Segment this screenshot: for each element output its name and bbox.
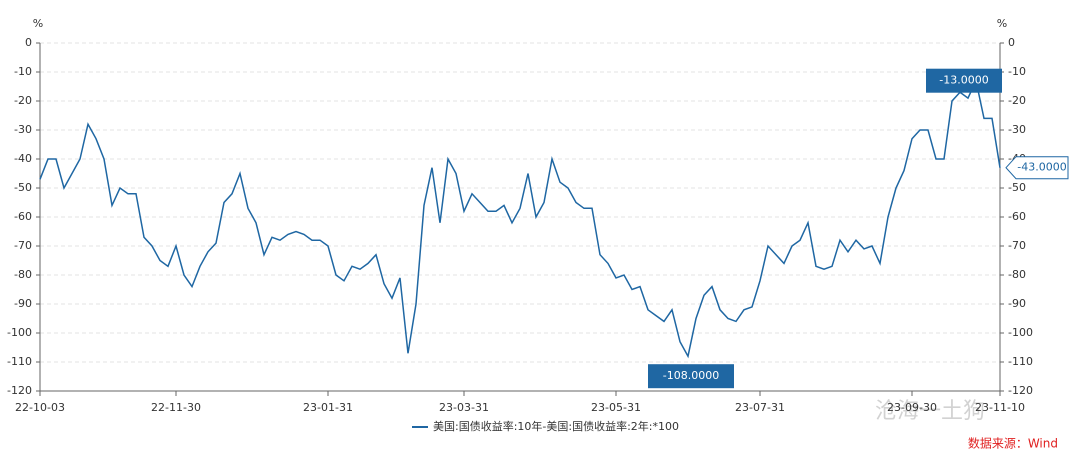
data-label: -43.0000 [1017, 161, 1066, 174]
y2-tick-label: -90 [1008, 297, 1026, 310]
y-tick-label: -100 [7, 326, 32, 339]
y2-tick-label: -100 [1008, 326, 1033, 339]
y-tick-label: -20 [14, 94, 32, 107]
y2-tick-label: -50 [1008, 181, 1026, 194]
y-tick-label: -30 [14, 123, 32, 136]
y-tick-label: -70 [14, 239, 32, 252]
watermark: 沧海一土狗 [875, 399, 985, 424]
y-tick-label: -80 [14, 268, 32, 281]
y2-tick-label: 0 [1008, 36, 1015, 49]
y2-tick-label: -60 [1008, 210, 1026, 223]
y-tick-label: -40 [14, 152, 32, 165]
x-tick-label: 23-01-31 [303, 401, 353, 414]
x-tick-label: 22-10-03 [15, 401, 65, 414]
label-box [926, 68, 1002, 93]
y-tick-label: -110 [7, 355, 32, 368]
x-tick-label: 23-05-31 [591, 401, 641, 414]
label-box [1005, 156, 1069, 180]
y2-tick-label: -10 [1008, 65, 1026, 78]
label-box [648, 364, 734, 389]
x-tick-label: 23-07-31 [735, 401, 785, 414]
data-label: -108.0000 [663, 369, 719, 382]
legend-label: 美国:国债收益率:10年-美国:国债收益率:2年:*100 [433, 419, 679, 433]
y-unit: % [33, 17, 43, 30]
y2-tick-label: -30 [1008, 123, 1026, 136]
y-tick-label: -60 [14, 210, 32, 223]
x-tick-label: 23-03-31 [439, 401, 489, 414]
y-tick-label: -10 [14, 65, 32, 78]
y-tick-label: 0 [25, 36, 32, 49]
data-label: -13.0000 [939, 74, 988, 87]
y-tick-label: -90 [14, 297, 32, 310]
y-tick-label: -120 [7, 384, 32, 397]
y2-tick-label: -110 [1008, 355, 1033, 368]
x-tick-label: 23-09-30 [887, 401, 937, 414]
y2-tick-label: -20 [1008, 94, 1026, 107]
y2-tick-label: -120 [1008, 384, 1033, 397]
y2-tick-label: -70 [1008, 239, 1026, 252]
x-tick-label: 22-11-30 [151, 401, 201, 414]
y-tick-label: -50 [14, 181, 32, 194]
line-series [39, 78, 1001, 359]
y2-tick-label: -80 [1008, 268, 1026, 281]
source: 数据来源：Wind [968, 436, 1058, 451]
x-tick-label: 23-11-10 [975, 401, 1025, 414]
y2-unit: % [997, 17, 1007, 30]
